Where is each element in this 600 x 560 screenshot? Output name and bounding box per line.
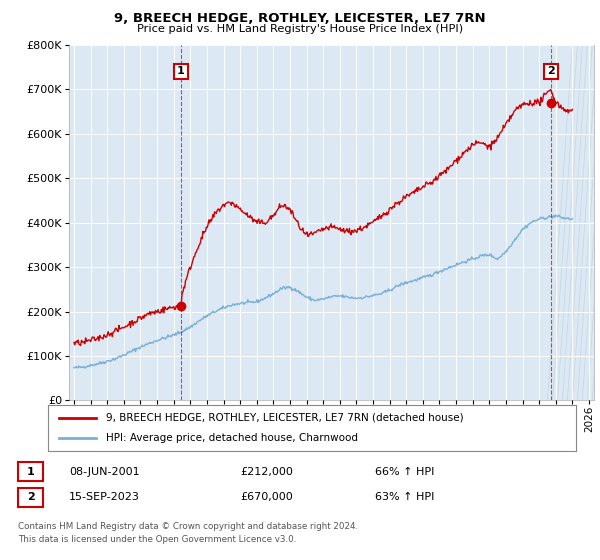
Text: 08-JUN-2001: 08-JUN-2001 <box>69 466 140 477</box>
Text: Price paid vs. HM Land Registry's House Price Index (HPI): Price paid vs. HM Land Registry's House … <box>137 24 463 34</box>
Text: 1: 1 <box>177 67 185 77</box>
Text: 15-SEP-2023: 15-SEP-2023 <box>69 492 140 502</box>
Text: £670,000: £670,000 <box>240 492 293 502</box>
Text: HPI: Average price, detached house, Charnwood: HPI: Average price, detached house, Char… <box>106 433 358 443</box>
Text: 9, BREECH HEDGE, ROTHLEY, LEICESTER, LE7 7RN: 9, BREECH HEDGE, ROTHLEY, LEICESTER, LE7… <box>114 12 486 25</box>
Text: 66% ↑ HPI: 66% ↑ HPI <box>375 466 434 477</box>
Text: 1: 1 <box>27 466 34 477</box>
Text: 2: 2 <box>547 67 555 77</box>
Bar <box>556 45 598 400</box>
Text: 9, BREECH HEDGE, ROTHLEY, LEICESTER, LE7 7RN (detached house): 9, BREECH HEDGE, ROTHLEY, LEICESTER, LE7… <box>106 413 464 423</box>
Text: This data is licensed under the Open Government Licence v3.0.: This data is licensed under the Open Gov… <box>18 535 296 544</box>
Text: £212,000: £212,000 <box>240 466 293 477</box>
Text: 2: 2 <box>27 492 34 502</box>
Text: 63% ↑ HPI: 63% ↑ HPI <box>375 492 434 502</box>
Text: Contains HM Land Registry data © Crown copyright and database right 2024.: Contains HM Land Registry data © Crown c… <box>18 522 358 531</box>
